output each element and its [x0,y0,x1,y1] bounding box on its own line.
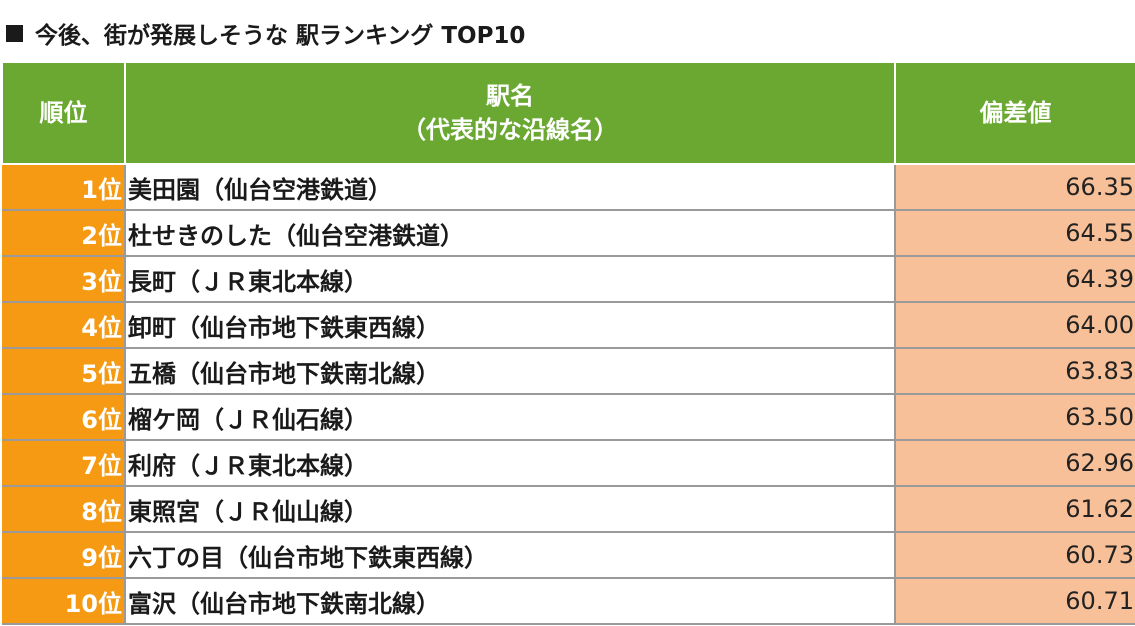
rank-cell: 10位 [2,578,126,625]
station-cell: 富沢（仙台市地下鉄南北線） [125,578,896,625]
score-cell: 61.62 [895,486,1135,533]
rank-cell: 9位 [2,532,126,579]
table-row: 10位 富沢（仙台市地下鉄南北線） 60.71 [2,578,1135,625]
station-cell: 卸町（仙台市地下鉄東西線） [125,302,896,349]
page-title-text: 今後、街が発展しそうな 駅ランキング TOP10 [35,23,526,49]
score-cell: 63.50 [895,394,1135,441]
score-cell: 66.35 [895,164,1135,211]
column-header-station-name: 駅名 [486,82,534,110]
table-row: 9位 六丁の目（仙台市地下鉄東西線） 60.73 [2,532,1135,579]
score-cell: 64.00 [895,302,1135,349]
score-cell: 64.39 [895,256,1135,303]
column-header-score: 偏差値 [894,61,1135,165]
ranking-table: 順位 駅名 （代表的な沿線名） 偏差値 1位 美田園（仙台空港鉄道） 66.35… [1,61,1135,625]
station-cell: 六丁の目（仙台市地下鉄東西線） [125,532,896,579]
score-cell: 60.73 [895,532,1135,579]
rank-cell: 8位 [2,486,126,533]
table-row: 4位 卸町（仙台市地下鉄東西線） 64.00 [2,302,1135,349]
table-row: 3位 長町（ＪＲ東北本線） 64.39 [2,256,1135,303]
station-cell: 東照宮（ＪＲ仙山線） [125,486,896,533]
station-cell: 五橋（仙台市地下鉄南北線） [125,348,896,395]
rank-cell: 6位 [2,394,126,441]
rank-cell: 1位 [2,164,126,211]
table-body: 1位 美田園（仙台空港鉄道） 66.35 2位 杜せきのした（仙台空港鉄道） 6… [2,164,1135,625]
station-cell: 利府（ＪＲ東北本線） [125,440,896,487]
rank-cell: 2位 [2,210,126,257]
table-row: 7位 利府（ＪＲ東北本線） 62.96 [2,440,1135,487]
column-header-rank: 順位 [1,61,126,165]
rank-cell: 7位 [2,440,126,487]
station-cell: 美田園（仙台空港鉄道） [125,164,896,211]
table-row: 1位 美田園（仙台空港鉄道） 66.35 [2,164,1135,211]
score-cell: 62.96 [895,440,1135,487]
rank-cell: 5位 [2,348,126,395]
table-row: 2位 杜せきのした（仙台空港鉄道） 64.55 [2,210,1135,257]
column-header-station-line: （代表的な沿線名） [402,116,618,144]
rank-cell: 4位 [2,302,126,349]
station-cell: 榴ケ岡（ＪＲ仙石線） [125,394,896,441]
page-title: 今後、街が発展しそうな 駅ランキング TOP10 [6,17,525,49]
table-row: 8位 東照宮（ＪＲ仙山線） 61.62 [2,486,1135,533]
square-bullet-icon [6,24,23,42]
station-cell: 長町（ＪＲ東北本線） [125,256,896,303]
score-cell: 64.55 [895,210,1135,257]
column-header-station: 駅名 （代表的な沿線名） [124,61,896,165]
rank-cell: 3位 [2,256,126,303]
table-row: 6位 榴ケ岡（ＪＲ仙石線） 63.50 [2,394,1135,441]
table-header: 順位 駅名 （代表的な沿線名） 偏差値 [1,61,1135,165]
station-cell: 杜せきのした（仙台空港鉄道） [125,210,896,257]
table-row: 5位 五橋（仙台市地下鉄南北線） 63.83 [2,348,1135,395]
score-cell: 60.71 [895,578,1135,625]
score-cell: 63.83 [895,348,1135,395]
header-row: 順位 駅名 （代表的な沿線名） 偏差値 [1,61,1135,165]
